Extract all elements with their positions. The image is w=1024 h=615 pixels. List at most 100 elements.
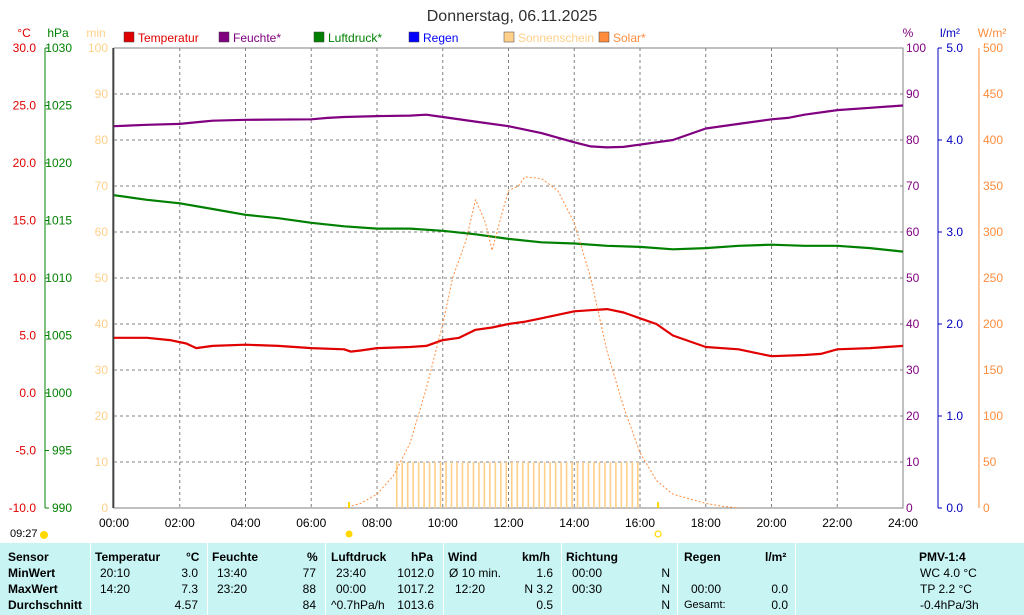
tick-label-x: 22:00: [822, 516, 852, 530]
stats-wind-value: 0.5: [536, 598, 553, 612]
tick-label-sun: 30: [95, 363, 109, 377]
tick-label-solar: 50: [983, 455, 997, 469]
tick-label-solar: 250: [983, 271, 1003, 285]
tick-label-x: 14:00: [559, 516, 589, 530]
tick-label-sun: 50: [95, 271, 109, 285]
tick-label-pressure: 1000: [45, 386, 72, 400]
stats-wind-value: N 3.2: [524, 582, 553, 596]
tick-label-solar: 150: [983, 363, 1003, 377]
tick-label-rain: 2.0: [946, 317, 963, 331]
stats-dir-value: N: [661, 598, 670, 612]
stats-row-label: MaxWert: [8, 582, 58, 596]
tick-label-x: 04:00: [230, 516, 260, 530]
chart-title: Donnerstag, 06.11.2025: [427, 8, 598, 25]
stats-rain-value: 0.0: [771, 598, 788, 612]
tick-label-solar: 450: [983, 87, 1003, 101]
stats-row-label: Durchschnitt: [8, 598, 83, 612]
stats-pmv-value: -0.4hPa/3h: [920, 598, 979, 612]
tick-label-temp: -10.0: [9, 501, 37, 515]
stats-temp-value: 7.3: [181, 582, 198, 596]
stats-pmv-value: TP 2.2 °C: [920, 582, 972, 596]
axis-unit-hum: %: [903, 26, 914, 40]
axis-unit-solar: W/m²: [978, 26, 1007, 40]
legend-label: Temperatur: [138, 31, 199, 45]
stats-press-value: 1012.0: [397, 566, 434, 580]
axis-unit-rain: l/m²: [940, 26, 960, 40]
stats-header-pressure-unit: hPa: [411, 550, 434, 564]
stats-header-direction: Richtung: [566, 550, 618, 564]
tick-label-x: 16:00: [625, 516, 655, 530]
tick-label-x: 24:00: [888, 516, 918, 530]
tick-label-pressure: 1025: [45, 99, 72, 113]
stats-hum-value: 84: [302, 598, 316, 612]
tick-label-solar: 350: [983, 179, 1003, 193]
tick-label-temp: 0.0: [19, 386, 36, 400]
tick-label-x: 02:00: [165, 516, 195, 530]
stats-rain-time: Gesamt:: [684, 599, 726, 611]
stats-dir-value: N: [661, 566, 670, 580]
tick-label-sun: 10: [95, 455, 109, 469]
stats-pmv-value: WC 4.0 °C: [920, 566, 977, 580]
stats-row-label: MinWert: [8, 566, 56, 580]
tick-label-hum: 0: [906, 501, 913, 515]
stats-hum-value: 77: [302, 566, 316, 580]
tick-label-hum: 70: [906, 179, 920, 193]
stats-header-humidity: Feuchte: [212, 550, 259, 564]
stats-temp-value: 3.0: [181, 566, 198, 580]
legend-swatch: [503, 31, 515, 43]
stats-header-pmv: PMV-1:4: [919, 550, 966, 564]
legend-swatch: [123, 31, 135, 43]
tick-label-rain: 1.0: [946, 409, 963, 423]
tick-label-sun: 60: [95, 225, 109, 239]
tick-label-rain: 0.0: [946, 501, 963, 515]
series-line-hum: [113, 104, 904, 149]
tick-label-x: 10:00: [428, 516, 458, 530]
tick-label-hum: 50: [906, 271, 920, 285]
legend-label: Regen: [423, 31, 458, 45]
stats-table: Sensor Temperatur °C Feuchte % Luftdruck…: [0, 543, 1024, 615]
tick-label-pressure: 990: [52, 501, 72, 515]
stats-dir-time: 00:00: [572, 566, 603, 580]
sunshine-bars: [395, 462, 639, 508]
axis-unit-temp: °C: [17, 26, 31, 40]
tick-label-pressure: 995: [52, 444, 72, 458]
tick-label-solar: 0: [983, 501, 990, 515]
tick-label-x: 06:00: [296, 516, 326, 530]
sunset-icon: [654, 530, 662, 538]
tick-label-sun: 0: [101, 501, 108, 515]
tick-label-x: 08:00: [362, 516, 392, 530]
tick-label-pressure: 1030: [45, 41, 72, 55]
tick-label-pressure: 1010: [45, 271, 72, 285]
stats-press-time: 23:40: [336, 566, 367, 580]
legend-swatch: [598, 31, 610, 43]
tick-label-sun: 100: [88, 41, 108, 55]
tick-label-hum: 60: [906, 225, 920, 239]
tick-label-rain: 3.0: [946, 225, 963, 239]
sunrise-icon: [345, 530, 353, 538]
tick-label-hum: 80: [906, 133, 920, 147]
stats-header-wind: Wind: [448, 550, 478, 564]
stats-temp-time: 20:10: [100, 566, 131, 580]
tick-label-pressure: 1015: [45, 214, 72, 228]
sun-marker-icon: [40, 531, 48, 539]
stats-press-value: 1017.2: [397, 582, 434, 596]
axis-unit-pressure: hPa: [47, 26, 69, 40]
tick-label-solar: 500: [983, 41, 1003, 55]
tick-label-hum: 30: [906, 363, 920, 377]
legend-label: Luftdruck*: [328, 31, 382, 45]
stats-header-temperature-unit: °C: [186, 550, 200, 564]
stats-header-rain: Regen: [684, 550, 721, 564]
stats-dir-time: 00:30: [572, 582, 603, 596]
stats-header-rain-unit: l/m²: [765, 550, 787, 564]
tick-label-x: 00:00: [99, 516, 129, 530]
stats-rain-time: 00:00: [691, 582, 722, 596]
stats-press-value: 1013.6: [397, 598, 434, 612]
stats-rain-value: 0.0: [771, 582, 788, 596]
legend-label: Solar*: [613, 31, 646, 45]
stats-dir-value: N: [661, 582, 670, 596]
stats-wind-label: Ø 10 min.: [449, 566, 502, 580]
tick-label-rain: 5.0: [946, 41, 963, 55]
tick-label-sun: 90: [95, 87, 109, 101]
tick-label-rain: 4.0: [946, 133, 963, 147]
tick-label-hum: 20: [906, 409, 920, 423]
